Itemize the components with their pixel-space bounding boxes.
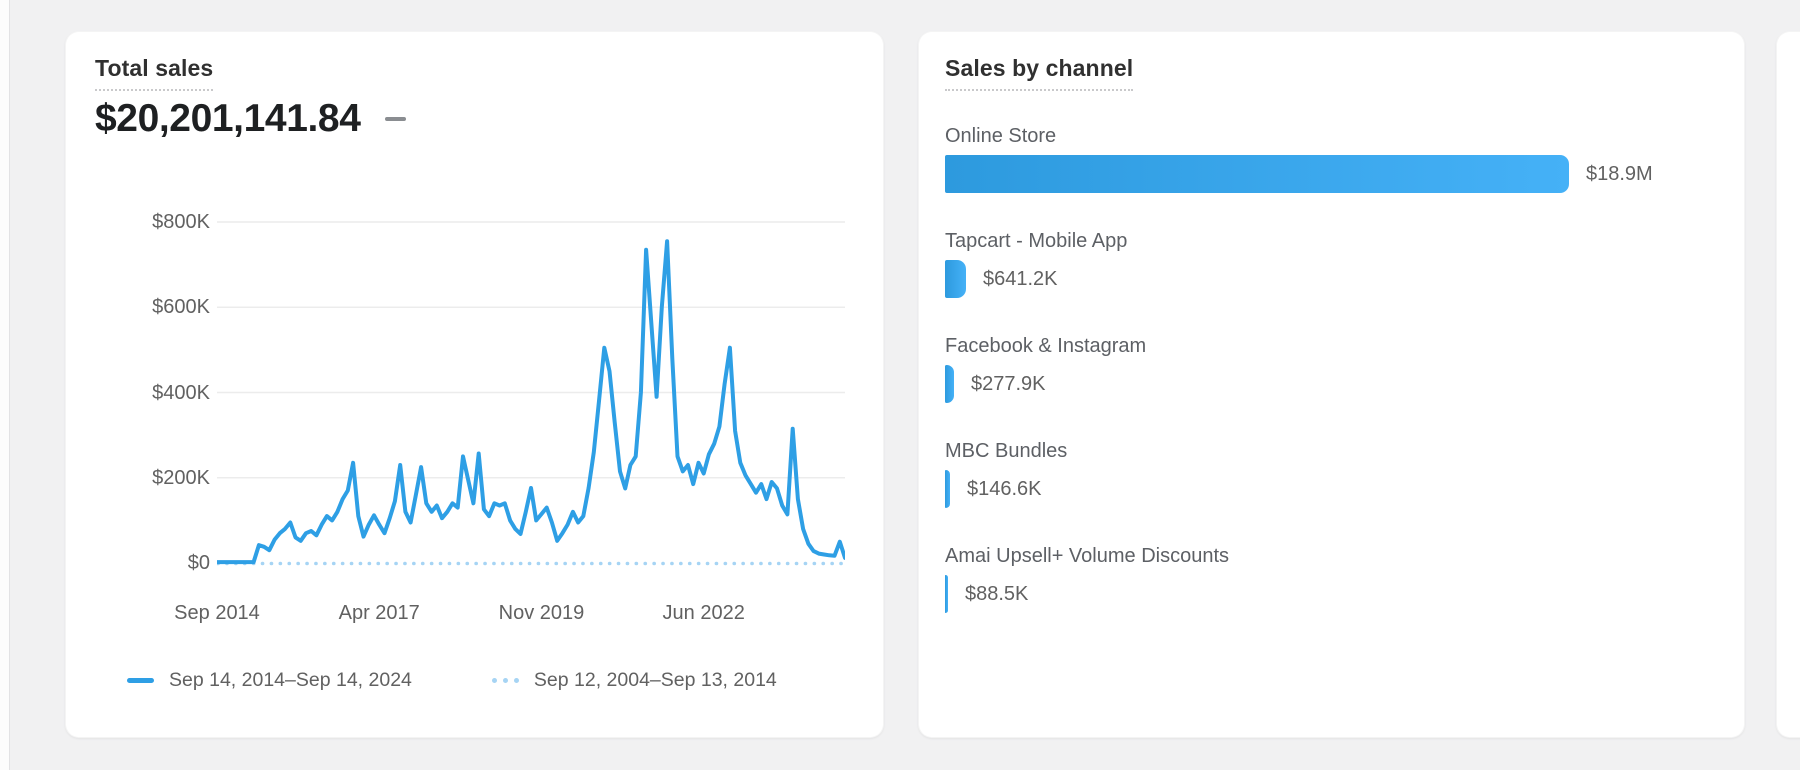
channel-label: Amai Upsell+ Volume Discounts [945,545,1230,567]
content-left-edge [0,0,10,770]
current-series-line[interactable] [217,239,845,565]
sales-by-channel-title[interactable]: Sales by channel [945,55,1134,91]
channel-label: Online Store [945,125,1057,147]
total-sales-title[interactable]: Total sales [95,55,214,91]
sales-by-channel-card: Sales by channel Online Store $18.9M Tapca… [918,31,1745,738]
channel-label: MBC Bundles [945,440,1068,462]
legend-label-comparison: Sep 12, 2004–Sep 13, 2014 [533,669,777,691]
channel-row: Facebook & Instagram $277.9K [945,335,1718,403]
legend-item-current-period: Sep 14, 2014–Sep 14, 2024 [127,669,412,692]
y-tick-label: $800K [152,211,210,233]
legend-item-comparison-period: Sep 12, 2004–Sep 13, 2014 [491,669,777,692]
channel-value: $277.9K [971,372,1046,395]
total-sales-card: Total sales $20,201,141.84 $800K $600K $40… [65,31,884,738]
total-sales-line-chart[interactable] [217,220,845,566]
y-tick-label: $400K [152,381,210,404]
y-tick-label: $200K [152,466,210,489]
partial-next-card [1776,31,1800,738]
channel-bar[interactable] [945,260,966,298]
y-tick-label: $0 [187,552,210,574]
y-tick-label: $600K [152,296,210,319]
channel-bar[interactable] [945,470,950,508]
channel-bar[interactable] [945,155,1569,193]
dotted-line-legend-icon [491,678,519,683]
channel-bar[interactable] [945,365,954,403]
channel-row: MBC Bundles $146.6K [945,440,1718,508]
channel-label: Tapcart - Mobile App [945,230,1128,252]
channel-row: Online Store $18.9M [945,125,1718,193]
x-tick-label: Apr 2017 [338,602,420,624]
channel-value: $146.6K [967,477,1042,500]
channel-row: Amai Upsell+ Volume Discounts $88.5K [945,545,1718,613]
channel-bar[interactable] [945,575,948,613]
chart-legend: Sep 14, 2014–Sep 14, 2024 Sep 12, 2004–S… [127,669,777,692]
no-change-dash-icon [384,117,406,121]
channel-row: Tapcart - Mobile App $641.2K [945,230,1718,298]
channel-label: Facebook & Instagram [945,335,1147,357]
legend-label-current: Sep 14, 2014–Sep 14, 2024 [169,669,412,691]
total-sales-value: $20,201,141.84 [95,97,361,140]
total-sales-metric: $20,201,141.84 [95,97,406,141]
x-tick-label: Nov 2019 [498,602,585,624]
x-tick-label: Sep 2014 [174,602,260,624]
channel-value: $18.9M [1586,162,1653,185]
channel-value: $641.2K [983,267,1058,290]
x-tick-label: Jun 2022 [662,602,745,624]
solid-line-legend-icon [127,678,154,683]
channel-value: $88.5K [965,582,1029,605]
